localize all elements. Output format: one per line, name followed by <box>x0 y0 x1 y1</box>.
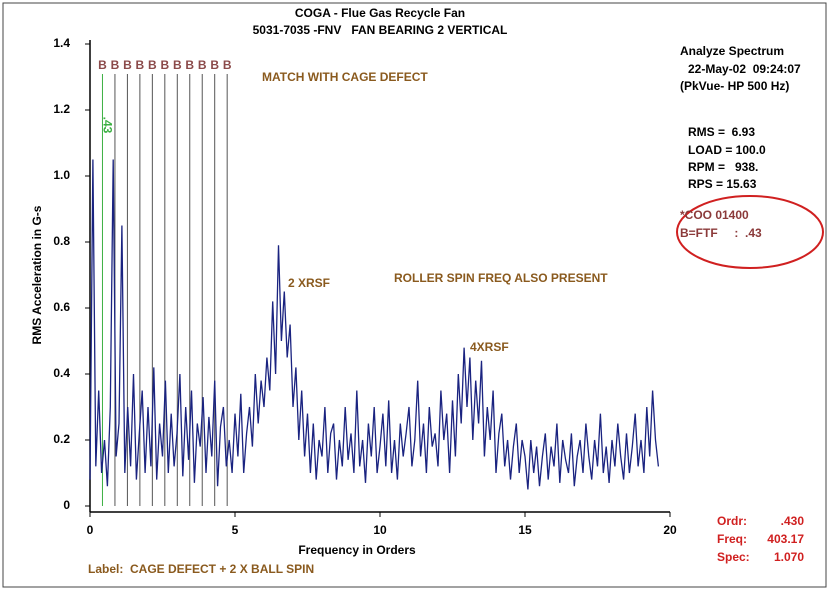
x-tick-label: 10 <box>373 523 387 537</box>
y-tick-label: 0.6 <box>53 300 70 314</box>
y-tick-label: 0 <box>63 498 70 512</box>
cursor-label: B <box>111 58 120 72</box>
stat-line: RPM = 938. <box>688 160 758 174</box>
readout-label: Spec: <box>717 550 750 564</box>
cursor-label: B <box>173 58 182 72</box>
cursor-label: B <box>98 58 107 72</box>
x-tick-label: 20 <box>663 523 677 537</box>
y-tick-label: 0.8 <box>53 234 70 248</box>
y-tick-label: 1.0 <box>53 168 70 182</box>
annotation: 2 XRSF <box>288 276 330 290</box>
highlight-ellipse <box>676 195 824 269</box>
stat-line: RPS = 15.63 <box>688 177 757 191</box>
annotation: 4XRSF <box>470 340 509 354</box>
y-tick-label: 0.2 <box>53 432 70 446</box>
y-tick-label: 1.2 <box>53 102 70 116</box>
fault-note: B=FTF : .43 <box>680 226 762 240</box>
y-tick-label: 1.4 <box>53 36 70 50</box>
spectrum-line <box>89 159 660 490</box>
x-tick-label: 5 <box>232 523 239 537</box>
cursor-label: B <box>198 58 207 72</box>
cursor-label: B <box>223 58 232 72</box>
stat-line: RMS = 6.93 <box>688 125 755 139</box>
cursor-label: B <box>185 58 194 72</box>
readout-value: 403.17 <box>767 532 804 546</box>
x-tick-label: 15 <box>518 523 532 537</box>
cursor-label: B <box>148 58 157 72</box>
footer-label: Label: CAGE DEFECT + 2 X BALL SPIN <box>88 562 314 576</box>
y-axis-label: RMS Acceleration in G-s <box>30 205 44 344</box>
info-line: 22-May-02 09:24:07 <box>688 62 801 76</box>
cursor-value-label: .43 <box>100 117 114 134</box>
y-tick-label: 0.4 <box>53 366 70 380</box>
annotation: ROLLER SPIN FREQ ALSO PRESENT <box>394 271 608 285</box>
annotation: MATCH WITH CAGE DEFECT <box>262 70 428 84</box>
chart-title: COGA - Flue Gas Recycle Fan <box>295 6 465 20</box>
stat-line: LOAD = 100.0 <box>688 143 766 157</box>
readout-value: .430 <box>781 514 805 528</box>
cursor-label: B <box>123 58 132 72</box>
x-tick-label: 0 <box>87 523 94 537</box>
cursor-label: B <box>136 58 145 72</box>
readout-label: Freq: <box>717 532 747 546</box>
fault-note: *COO 01400 <box>680 208 749 222</box>
cursor-label: B <box>210 58 219 72</box>
info-line: Analyze Spectrum <box>680 44 784 58</box>
info-line: (PkVue- HP 500 Hz) <box>680 79 789 93</box>
readout-value: 1.070 <box>774 550 804 564</box>
x-axis-label: Frequency in Orders <box>298 543 416 557</box>
chart-subtitle: 5031-7035 -FNV FAN BEARING 2 VERTICAL <box>253 23 508 37</box>
cursor-label: B <box>160 58 169 72</box>
readout-label: Ordr: <box>717 514 747 528</box>
